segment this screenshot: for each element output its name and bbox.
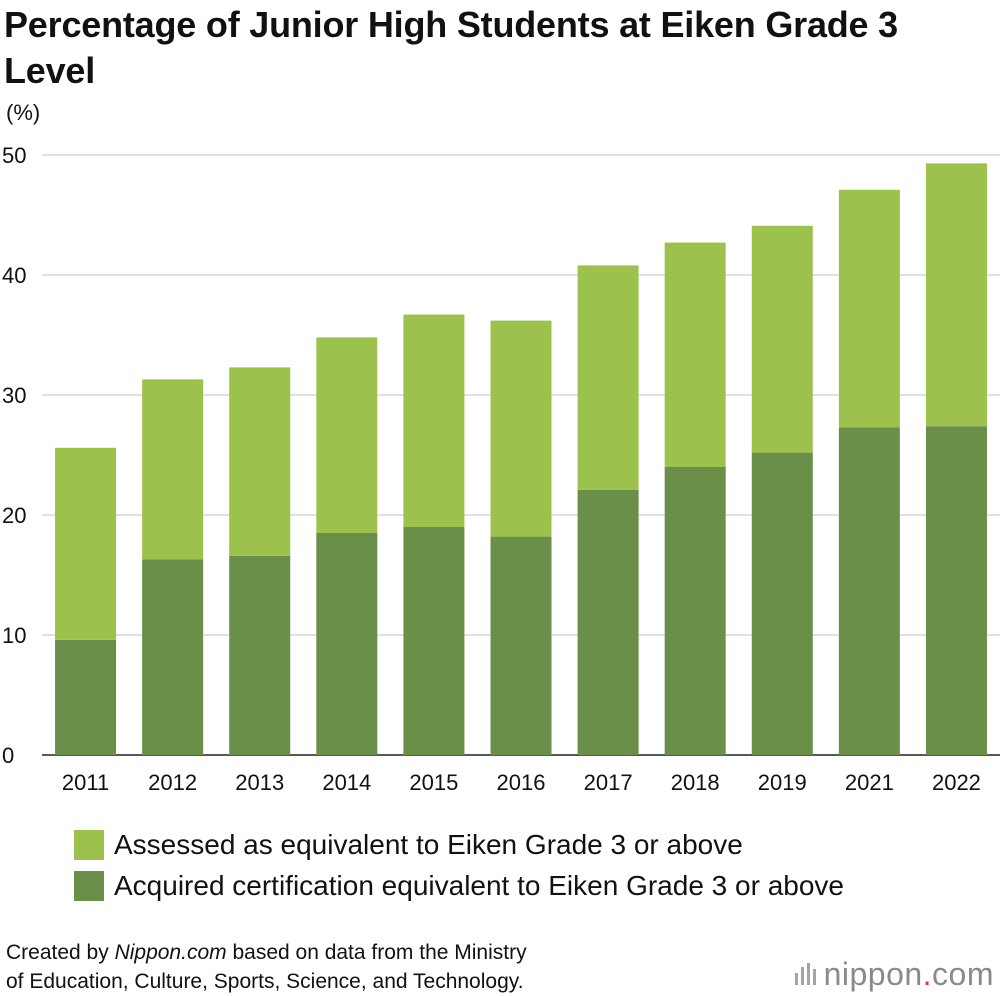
bar-assessed-2015 bbox=[403, 314, 465, 527]
source-prefix: Created by bbox=[6, 941, 115, 964]
bar-assessed-2014 bbox=[316, 337, 378, 533]
legend-swatch-acquired bbox=[74, 870, 104, 901]
legend-label-assessed: Assessed as equivalent to Eiken Grade 3 … bbox=[114, 828, 743, 860]
source-note-line-1: Created by Nippon.com based on data from… bbox=[6, 938, 527, 967]
legend-item-acquired: Acquired certification equivalent to Eik… bbox=[74, 865, 844, 906]
source-note: Created by Nippon.com based on data from… bbox=[6, 938, 527, 996]
x-tick-label-2013: 2013 bbox=[235, 770, 284, 795]
x-tick-label-2022: 2022 bbox=[932, 770, 981, 795]
source-line-1-rest: based on data from the Ministry bbox=[226, 941, 527, 964]
y-tick-labels: 0 10 20 30 40 50 bbox=[2, 143, 26, 768]
x-tick-label-2015: 2015 bbox=[409, 770, 458, 795]
bar-acquired-2017 bbox=[577, 489, 639, 755]
bar-assessed-2018 bbox=[664, 242, 726, 467]
bar-acquired-2012 bbox=[142, 559, 204, 755]
bar-assessed-2021 bbox=[838, 189, 900, 428]
x-tick-label-2017: 2017 bbox=[584, 770, 633, 795]
bar-acquired-2021 bbox=[838, 427, 900, 755]
chart-title: Percentage of Junior High Students at Ei… bbox=[4, 4, 899, 91]
x-tick-label-2021: 2021 bbox=[845, 770, 894, 795]
bar-assessed-2013 bbox=[229, 367, 291, 556]
stacked-bar-chart: 0 10 20 30 40 50 2011 2012 2013 2014 2015 2016 2017… bbox=[2, 143, 1000, 795]
legend-label-acquired: Acquired certification equivalent to Eik… bbox=[114, 869, 844, 901]
bar-assessed-2019 bbox=[751, 225, 813, 453]
bar-assessed-2022 bbox=[925, 163, 987, 427]
x-tick-label-2016: 2016 bbox=[497, 770, 546, 795]
y-tick-label-50: 50 bbox=[2, 143, 26, 168]
logo-bars-icon bbox=[794, 963, 816, 985]
x-tick-label-2018: 2018 bbox=[671, 770, 720, 795]
bar-assessed-2012 bbox=[142, 379, 204, 560]
bar-acquired-2016 bbox=[490, 536, 552, 755]
x-tick-labels: 2011 2012 2013 2014 2015 2016 2017 2018 2019 2021… bbox=[62, 770, 981, 795]
source-note-line-2: of Education, Culture, Sports, Science, … bbox=[6, 970, 524, 993]
legend-item-assessed: Assessed as equivalent to Eiken Grade 3 … bbox=[74, 824, 844, 865]
bar-acquired-2013 bbox=[229, 555, 291, 755]
legend-swatch-assessed bbox=[74, 829, 104, 860]
y-tick-label-10: 10 bbox=[2, 623, 26, 648]
bar-acquired-2022 bbox=[925, 426, 987, 755]
source-name: Nippon.com bbox=[114, 941, 227, 964]
bar-acquired-2014 bbox=[316, 533, 378, 755]
bar-acquired-2018 bbox=[664, 467, 726, 755]
bar-assessed-2016 bbox=[490, 320, 552, 537]
x-tick-label-2014: 2014 bbox=[322, 770, 371, 795]
bar-acquired-2015 bbox=[403, 527, 465, 755]
logo-wordmark: nippon.com bbox=[823, 956, 994, 992]
y-tick-label-20: 20 bbox=[2, 503, 26, 528]
y-tick-label-30: 30 bbox=[2, 383, 26, 408]
nippon-logo: nippon.com bbox=[794, 954, 994, 994]
y-tick-label-40: 40 bbox=[2, 263, 26, 288]
legend: Assessed as equivalent to Eiken Grade 3 … bbox=[74, 824, 844, 906]
bars bbox=[55, 163, 987, 755]
bar-assessed-2017 bbox=[577, 265, 639, 490]
x-tick-label-2012: 2012 bbox=[148, 770, 197, 795]
x-tick-label-2011: 2011 bbox=[62, 770, 109, 795]
bar-acquired-2019 bbox=[751, 452, 813, 755]
y-tick-label-0: 0 bbox=[2, 743, 14, 768]
bar-assessed-2011 bbox=[55, 447, 117, 640]
x-tick-label-2019: 2019 bbox=[758, 770, 807, 795]
y-axis-unit-label: (%) bbox=[6, 100, 41, 125]
bar-acquired-2011 bbox=[55, 639, 117, 755]
